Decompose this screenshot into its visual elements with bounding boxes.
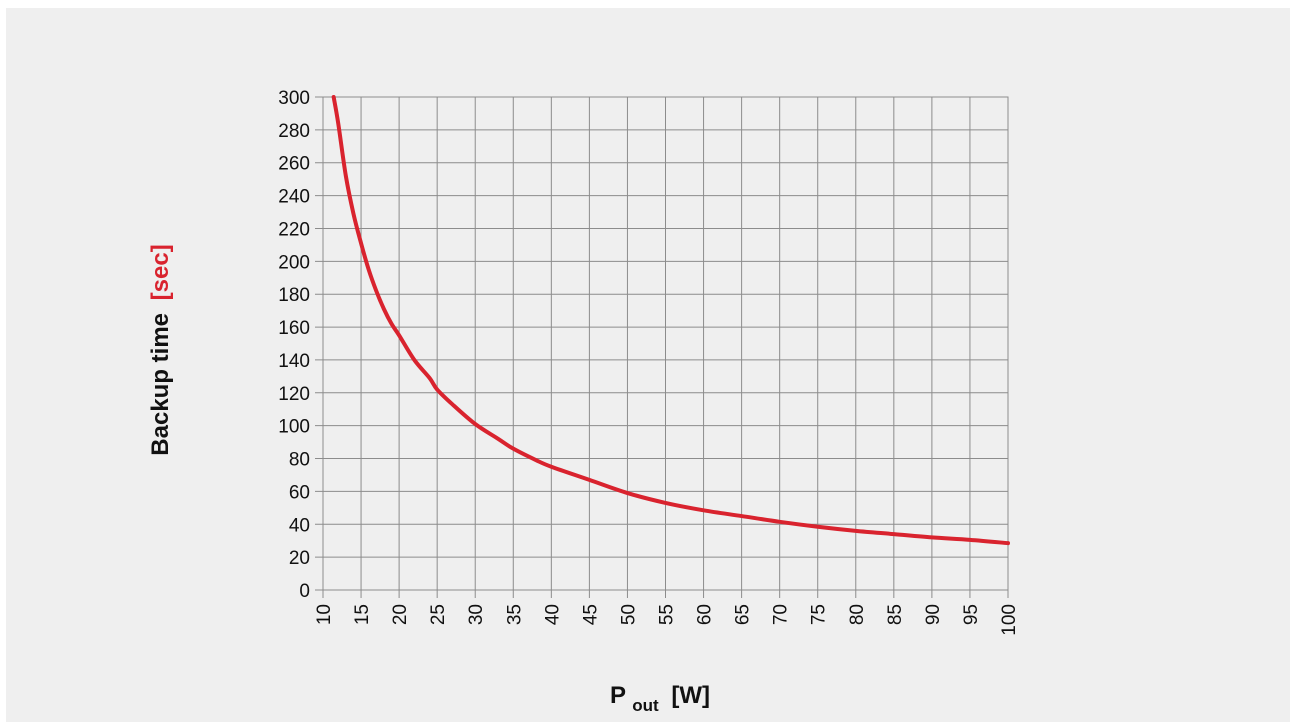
y-tick-labels: 0 20 40 60 80 100 120 140 160 180 200 220 240 260 280 3… [278,88,310,602]
y-tick-label-20: 20 [289,548,310,569]
x-tick-label-15: 15 [352,604,373,625]
y-tick-label-120: 120 [278,384,310,405]
y-tick-label-200: 200 [278,252,310,273]
y-tick-label-100: 100 [278,417,310,438]
y-tick-label-60: 60 [289,482,310,503]
plot-frame [322,96,1009,591]
y-axis-title: Backup time [sec] [147,244,174,455]
x-tick-label-40: 40 [542,604,563,625]
x-axis-title-unit: [W] [671,682,710,709]
y-tick-label-300: 300 [278,88,310,109]
x-tick-label-35: 35 [504,604,525,625]
x-tick-label-45: 45 [580,604,601,625]
x-tick-label-50: 50 [618,604,639,625]
x-axis-title-main: P [610,682,626,709]
y-tick-label-0: 0 [299,581,310,602]
x-tick-label-30: 30 [466,604,487,625]
x-tick-label-20: 20 [390,604,411,625]
x-tick-label-65: 65 [733,604,754,625]
x-tick-label-55: 55 [657,604,678,625]
y-tick-label-80: 80 [289,450,310,471]
y-tick-label-280: 280 [278,121,310,142]
y-axis-title-main: Backup time [147,313,174,456]
x-tick-label-60: 60 [695,604,716,625]
y-tick-label-220: 220 [278,219,310,240]
x-tick-label-85: 85 [885,604,906,625]
x-axis-title-subscript: out [632,696,659,715]
y-tick-label-180: 180 [278,285,310,306]
y-tick-label-140: 140 [278,351,310,372]
y-tick-label-160: 160 [278,318,310,339]
x-tick-label-80: 80 [847,604,868,625]
x-axis-title: P out [W] [610,682,710,717]
x-tick-label-75: 75 [809,604,830,625]
y-tick-label-240: 240 [278,187,310,208]
x-tick-label-10: 10 [314,604,335,625]
x-tick-labels: 10 15 20 25 30 35 40 45 50 55 60 65 70 75 80 85 90 95 100 [314,604,1020,636]
x-tick-label-95: 95 [961,604,982,625]
x-tick-label-100: 100 [999,604,1020,636]
grid-lines [315,96,1009,598]
series-line [331,95,1010,546]
chart-panel [6,8,1290,722]
y-tick-label-40: 40 [289,515,310,536]
x-tick-label-70: 70 [771,604,792,625]
x-tick-label-90: 90 [923,604,944,625]
y-axis-title-unit: [sec] [147,244,174,300]
y-tick-label-260: 260 [278,154,310,175]
x-tick-label-25: 25 [428,604,449,625]
